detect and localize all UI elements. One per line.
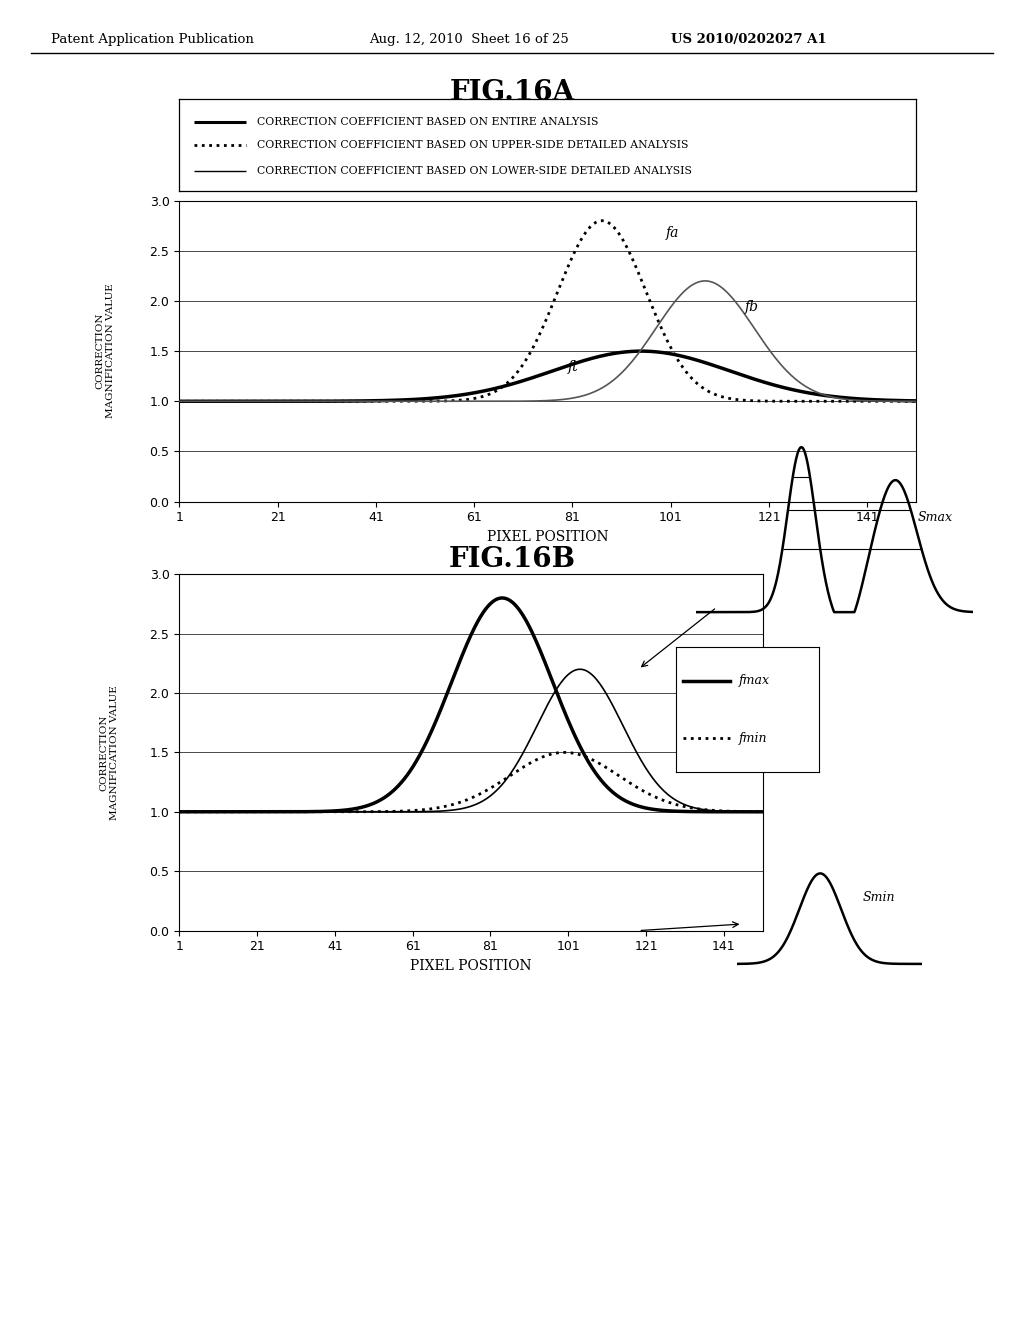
Text: fmin: fmin xyxy=(739,731,767,744)
Text: CORRECTION
MAGNIFICATION VALUE: CORRECTION MAGNIFICATION VALUE xyxy=(96,284,115,418)
Text: CORRECTION
MAGNIFICATION VALUE: CORRECTION MAGNIFICATION VALUE xyxy=(99,685,119,820)
Text: Smax: Smax xyxy=(918,511,952,524)
Text: fb: fb xyxy=(744,300,759,314)
Text: Patent Application Publication: Patent Application Publication xyxy=(51,33,254,46)
Text: FIG.16B: FIG.16B xyxy=(449,546,575,573)
X-axis label: PIXEL POSITION: PIXEL POSITION xyxy=(411,958,531,973)
Text: CORRECTION COEFFICIENT BASED ON ENTIRE ANALYSIS: CORRECTION COEFFICIENT BASED ON ENTIRE A… xyxy=(257,117,598,127)
Text: ft: ft xyxy=(567,360,579,374)
Text: fa: fa xyxy=(666,226,679,240)
X-axis label: PIXEL POSITION: PIXEL POSITION xyxy=(487,529,608,544)
Text: fmax: fmax xyxy=(739,675,770,688)
Text: Smin: Smin xyxy=(862,891,895,904)
Text: US 2010/0202027 A1: US 2010/0202027 A1 xyxy=(671,33,826,46)
Text: FIG.16A: FIG.16A xyxy=(450,79,574,106)
Text: CORRECTION COEFFICIENT BASED ON LOWER-SIDE DETAILED ANALYSIS: CORRECTION COEFFICIENT BASED ON LOWER-SI… xyxy=(257,166,691,176)
Text: Aug. 12, 2010  Sheet 16 of 25: Aug. 12, 2010 Sheet 16 of 25 xyxy=(369,33,568,46)
Text: CORRECTION COEFFICIENT BASED ON UPPER-SIDE DETAILED ANALYSIS: CORRECTION COEFFICIENT BASED ON UPPER-SI… xyxy=(257,140,688,150)
